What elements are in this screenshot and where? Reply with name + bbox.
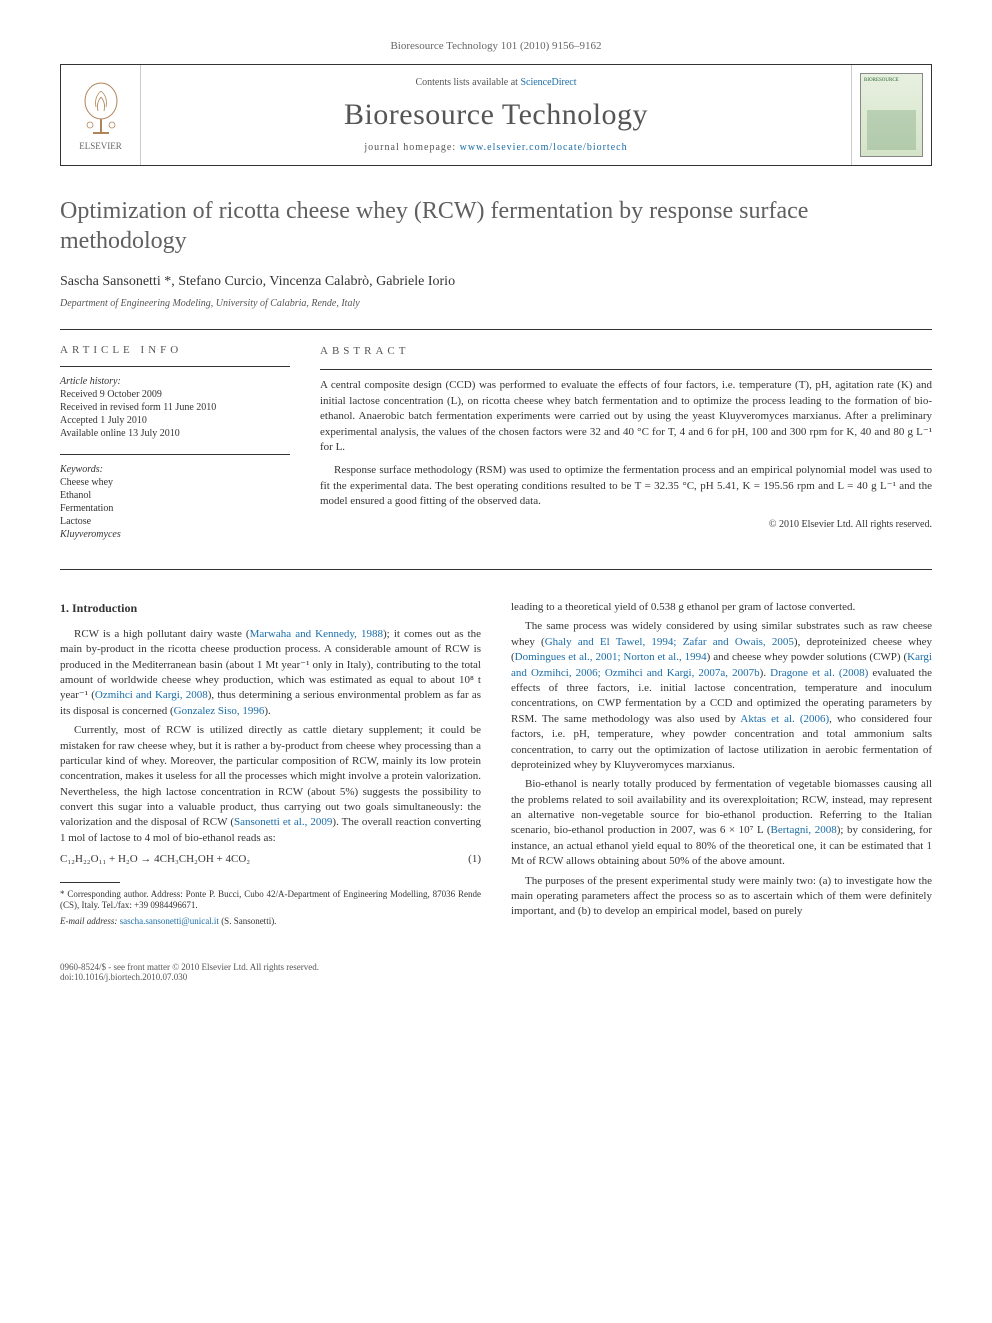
keywords-label: Keywords: [60, 463, 290, 476]
citation-link[interactable]: Sansonetti et al., 2009 [234, 816, 332, 828]
abstract-heading: ABSTRACT [320, 344, 932, 359]
keyword-item: Cheese whey [60, 476, 290, 489]
abstract-rule [320, 369, 932, 370]
front-matter-line: 0960-8524/$ - see front matter © 2010 El… [60, 962, 319, 972]
authors-line: Sascha Sansonetti *, Stefano Curcio, Vin… [60, 274, 932, 290]
section-heading: 1. Introduction [60, 600, 481, 617]
keyword-item: Ethanol [60, 489, 290, 502]
email-link[interactable]: sascha.sansonetti@unical.it [120, 916, 219, 926]
page-footer: 0960-8524/$ - see front matter © 2010 El… [60, 962, 932, 982]
history-label: Article history: [60, 375, 290, 388]
text-run: Currently, most of RCW is utilized direc… [60, 724, 481, 828]
contents-lists-line: Contents lists available at ScienceDirec… [153, 77, 839, 88]
keyword-item: Fermentation [60, 502, 290, 515]
body-two-columns: 1. Introduction RCW is a high pollutant … [60, 600, 932, 932]
equation: C₁₂H₂₂O₁₁ + H₂O → 4CH₃CH₂OH + 4CO₂ [60, 852, 250, 867]
email-who: (S. Sansonetti). [219, 916, 277, 926]
keyword-item: Lactose [60, 515, 290, 528]
body-paragraph: Bio-ethanol is nearly totally produced b… [511, 777, 932, 869]
text-run: RCW is a high pollutant dairy waste ( [74, 628, 250, 640]
meta-abstract-row: ARTICLE INFO Article history: Received 9… [60, 330, 932, 569]
history-item: Received 9 October 2009 [60, 388, 290, 401]
citation-link[interactable]: Dragone et al. (2008) [770, 667, 868, 679]
email-footnote: E-mail address: sascha.sansonetti@unical… [60, 916, 481, 928]
rule-below-abstract [60, 569, 932, 570]
text-run: ). [760, 667, 771, 679]
elsevier-tree-icon [76, 79, 126, 139]
doi-line: doi:10.1016/j.biortech.2010.07.030 [60, 972, 319, 982]
history-item: Available online 13 July 2010 [60, 427, 290, 440]
citation-link[interactable]: Ozmihci and Kargi, 2008 [95, 689, 208, 701]
keywords-block: Keywords: Cheese whey Ethanol Fermentati… [60, 463, 290, 541]
abstract-paragraph: Response surface methodology (RSM) was u… [320, 463, 932, 509]
body-paragraph: The purposes of the present experimental… [511, 874, 932, 920]
homepage-line: journal homepage: www.elsevier.com/locat… [153, 142, 839, 153]
sciencedirect-link[interactable]: ScienceDirect [520, 77, 576, 88]
equation-row: C₁₂H₂₂O₁₁ + H₂O → 4CH₃CH₂OH + 4CO₂ (1) [60, 852, 481, 867]
body-paragraph: Currently, most of RCW is utilized direc… [60, 723, 481, 846]
abstract-column: ABSTRACT A central composite design (CCD… [320, 344, 932, 555]
journal-reference: Bioresource Technology 101 (2010) 9156–9… [60, 40, 932, 52]
keyword-item: Kluyveromyces [60, 528, 290, 541]
publisher-logo-cell: ELSEVIER [61, 65, 141, 165]
citation-link[interactable]: Domingues et al., 2001; Norton et al., 1… [515, 651, 707, 663]
corresponding-author-footnote: * Corresponding author. Address: Ponte P… [60, 889, 481, 912]
footer-left: 0960-8524/$ - see front matter © 2010 El… [60, 962, 319, 982]
citation-link[interactable]: Gonzalez Siso, 1996 [174, 705, 265, 717]
article-info-heading: ARTICLE INFO [60, 344, 290, 356]
body-paragraph: leading to a theoretical yield of 0.538 … [511, 600, 932, 615]
article-info-column: ARTICLE INFO Article history: Received 9… [60, 344, 290, 555]
email-label: E-mail address: [60, 916, 120, 926]
article-title: Optimization of ricotta cheese whey (RCW… [60, 196, 932, 256]
citation-link[interactable]: Ghaly and El Tawel, 1994; Zafar and Owai… [545, 636, 794, 648]
body-paragraph: The same process was widely considered b… [511, 619, 932, 773]
abstract-copyright: © 2010 Elsevier Ltd. All rights reserved… [320, 518, 932, 532]
abstract-paragraph: A central composite design (CCD) was per… [320, 378, 932, 455]
body-paragraph: RCW is a high pollutant dairy waste (Mar… [60, 627, 481, 719]
journal-cover-cell [851, 65, 931, 165]
publisher-label: ELSEVIER [79, 141, 122, 151]
homepage-prefix: journal homepage: [364, 142, 459, 153]
journal-cover-icon [860, 73, 923, 157]
keywords-rule [60, 454, 290, 455]
history-item: Accepted 1 July 2010 [60, 414, 290, 427]
journal-title: Bioresource Technology [153, 98, 839, 132]
homepage-link[interactable]: www.elsevier.com/locate/biortech [460, 142, 628, 153]
article-history-block: Article history: Received 9 October 2009… [60, 375, 290, 440]
history-item: Received in revised form 11 June 2010 [60, 401, 290, 414]
journal-header: ELSEVIER Contents lists available at Sci… [60, 64, 932, 166]
text-run: ) and cheese whey powder solutions (CWP)… [707, 651, 908, 663]
citation-link[interactable]: Aktas et al. (2006) [740, 713, 829, 725]
text-run: ). [264, 705, 270, 717]
equation-number: (1) [468, 852, 481, 867]
citation-link[interactable]: Bertagni, 2008 [771, 824, 837, 836]
footnote-separator [60, 882, 120, 883]
affiliation: Department of Engineering Modeling, Univ… [60, 298, 932, 309]
header-center: Contents lists available at ScienceDirec… [141, 65, 851, 165]
article-info-rule [60, 366, 290, 367]
contents-prefix: Contents lists available at [415, 77, 520, 88]
citation-link[interactable]: Marwaha and Kennedy, 1988 [250, 628, 383, 640]
